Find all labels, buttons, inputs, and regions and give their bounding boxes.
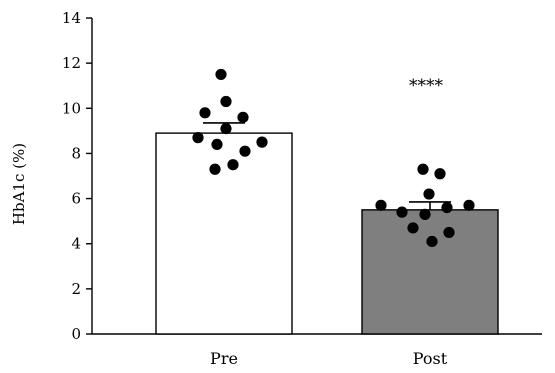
y-tick-label: 6 xyxy=(71,190,81,208)
data-point xyxy=(407,222,419,234)
data-point xyxy=(192,132,204,144)
data-point xyxy=(199,107,211,119)
bars xyxy=(155,122,499,335)
data-point xyxy=(239,145,251,157)
data-point xyxy=(423,188,435,200)
data-point xyxy=(237,111,249,123)
data-point xyxy=(417,163,429,175)
data-point xyxy=(256,136,268,148)
data-point xyxy=(419,208,431,220)
data-point xyxy=(209,163,221,175)
data-point xyxy=(220,95,232,108)
x-category-label: Pre xyxy=(210,349,238,368)
data-point xyxy=(463,199,475,211)
data-point xyxy=(396,206,408,218)
y-tick-label: 4 xyxy=(71,235,81,253)
data-point xyxy=(426,235,438,248)
data-point xyxy=(220,123,232,135)
y-tick-label: 0 xyxy=(71,325,81,343)
y-tick-label: 14 xyxy=(62,9,81,27)
bar-post xyxy=(361,209,499,335)
data-point xyxy=(434,168,446,180)
x-category-label: Post xyxy=(413,349,448,368)
data-point xyxy=(443,226,455,239)
y-axis-label: HbA1c (%) xyxy=(10,143,28,225)
data-point xyxy=(375,199,387,211)
y-tick-label: 8 xyxy=(71,144,81,162)
data-point xyxy=(227,159,239,171)
significance-label: **** xyxy=(409,76,444,96)
data-points xyxy=(192,68,475,248)
data-point xyxy=(215,68,227,81)
data-point xyxy=(211,138,223,150)
y-tick-label: 2 xyxy=(71,280,81,298)
data-point xyxy=(441,202,453,214)
bar-pre xyxy=(155,132,293,335)
y-tick-label: 10 xyxy=(62,99,81,117)
y-tick-label: 12 xyxy=(62,54,81,72)
